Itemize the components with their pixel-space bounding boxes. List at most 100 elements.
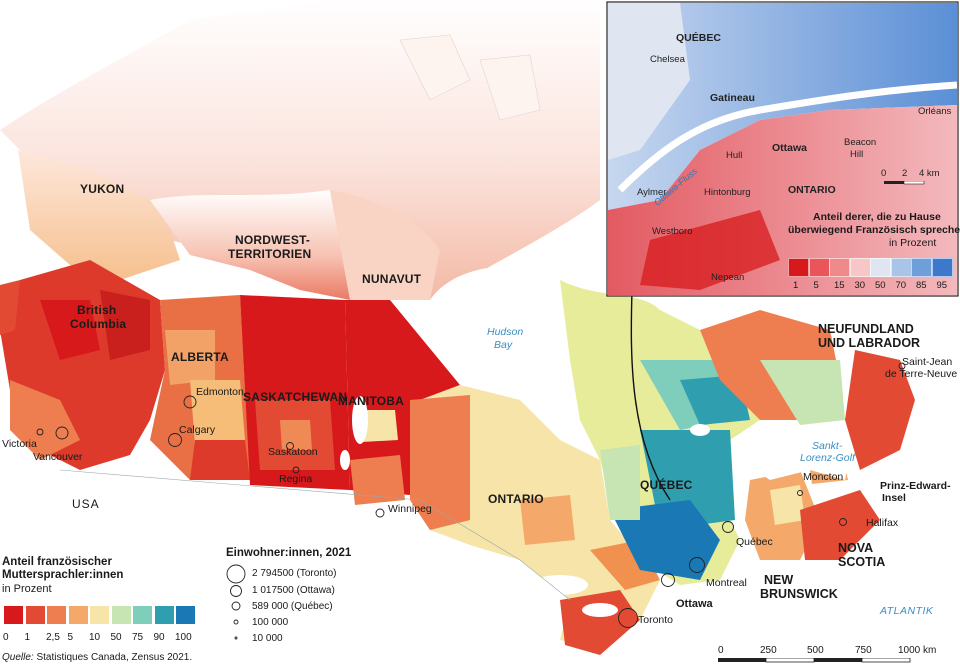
inset-legend-title-2: überwiegend Französisch sprechen <box>788 224 960 236</box>
population-circles <box>226 564 246 640</box>
label-saskatchewan: SASKATCHEWAN <box>243 390 348 404</box>
inset-label-chelsea: Chelsea <box>650 54 685 65</box>
legend-tick: 90 <box>153 632 165 643</box>
legend-subtitle: in Prozent <box>2 583 52 595</box>
city-victoria: Victoria <box>2 438 37 450</box>
inset-legend-swatch <box>829 258 850 277</box>
inset-legend-swatch <box>911 258 932 277</box>
water-gulf-2: Lorenz-Golf <box>800 452 855 464</box>
inset-scale-0: 0 <box>881 168 887 179</box>
population-item-quebec: 589 000 (Québec) <box>252 601 333 612</box>
inset-legend-swatch <box>808 258 830 277</box>
inset-legend-tick: 95 <box>936 280 948 291</box>
label-bc-1: British <box>77 303 117 317</box>
northern-territories <box>0 0 600 300</box>
label-pei-2: Insel <box>882 492 906 504</box>
label-yukon: YUKON <box>80 182 125 196</box>
legend-tick: 2,5 <box>46 632 60 643</box>
inset-legend-swatch <box>849 258 871 277</box>
label-nova-scotia-1: NOVA <box>838 541 874 555</box>
inset-scale-bar <box>884 181 925 185</box>
inset-label-westboro: Westboro <box>652 226 693 237</box>
legend-title-2: Muttersprachler:innen <box>2 569 124 581</box>
label-ontario: ONTARIO <box>488 492 544 506</box>
water-atlantic: ATLANTIK <box>880 605 934 617</box>
scale-bar-line <box>718 658 911 663</box>
city-calgary: Calgary <box>179 424 216 436</box>
legend-swatch <box>111 606 131 624</box>
inset-legend-swatch <box>788 258 809 277</box>
inset-legend-tick: 85 <box>916 280 927 291</box>
legend-tick: 100 <box>175 632 192 643</box>
legend-tick: 0 <box>3 632 9 643</box>
city-moncton: Moncton <box>803 471 844 483</box>
legend-tick: 1 <box>24 632 31 643</box>
city-montreal: Montreal <box>706 577 747 589</box>
label-nwt-1: NORDWEST- <box>235 233 311 247</box>
legend-tick: 5 <box>67 632 74 643</box>
legend-swatch <box>176 606 195 624</box>
city-toronto: Toronto <box>638 614 674 626</box>
legend-swatch <box>90 606 109 624</box>
label-nwt-2: TERRITORIEN <box>228 247 312 261</box>
label-pei-1: Prinz-Edward- <box>880 480 951 492</box>
inset-legend-tick: 15 <box>834 280 845 291</box>
inset-label-hull: Hull <box>726 150 743 161</box>
inset-label-ottawa: Ottawa <box>772 142 808 154</box>
legend-tick: 75 <box>132 632 144 643</box>
label-manitoba: MANITOBA <box>338 394 405 408</box>
region-quebec <box>560 280 760 585</box>
inset-map <box>606 1 959 297</box>
city-quebec: Québec <box>736 536 773 548</box>
label-bc-2: Columbia <box>70 317 127 331</box>
inset-arrow <box>630 289 671 501</box>
water-hudson-2: Bay <box>494 339 513 351</box>
city-winnipeg: Winnipeg <box>388 503 432 515</box>
region-manitoba <box>345 300 460 505</box>
city-markers <box>36 362 906 628</box>
inset-legend-swatch <box>931 258 953 277</box>
inset-legend-tick: 5 <box>813 280 819 291</box>
source-text: Statistiques Canada, Zensus 2021. <box>33 652 193 663</box>
inset-legend-subtitle: in Prozent <box>889 237 937 249</box>
inset-label-orleans: Orléans <box>918 106 952 117</box>
legend-swatch <box>68 606 88 624</box>
lakes <box>340 396 710 630</box>
water-gulf-1: Sankt- <box>812 440 843 452</box>
label-alberta: ALBERTA <box>171 350 229 364</box>
inset-legend-swatch <box>870 258 891 277</box>
city-vancouver: Vancouver <box>33 451 83 463</box>
city-edmonton: Edmonton <box>196 386 244 398</box>
inset-label-nepean: Nepean <box>711 272 745 283</box>
legend-swatch <box>25 606 45 624</box>
legend-swatch <box>47 606 66 624</box>
inset-label-aylmer: Aylmer <box>637 187 667 198</box>
inset-label-quebec: QUÉBEC <box>676 32 721 44</box>
scale-tick-500: 500 <box>807 645 824 656</box>
population-legend-title: Einwohner:innen, 2021 <box>226 547 352 559</box>
inset-label-beacon-2: Hill <box>850 149 864 160</box>
region-newfoundland-labrador <box>700 310 915 470</box>
region-saskatchewan <box>240 295 350 490</box>
source-note: Quelle: Statistiques Canada, Zensus 2021… <box>2 652 192 663</box>
source-prefix: Quelle: <box>2 652 34 663</box>
scale-tick-750: 750 <box>855 645 872 656</box>
inset-label-gatineau: Gatineau <box>710 92 755 104</box>
population-item-10k: 10 000 <box>252 633 283 644</box>
population-item-100k: 100 000 <box>252 617 289 628</box>
label-nova-scotia-2: SCOTIA <box>838 555 886 569</box>
inset-label-beacon-1: Beacon <box>844 137 877 148</box>
label-new-brunswick-1: NEW <box>764 573 794 587</box>
scale-tick-250: 250 <box>760 645 777 656</box>
scale-tick-1000: 1000 km <box>898 645 937 656</box>
legend-title-1: Anteil französischer <box>2 556 112 568</box>
inset-legend-tick: 1 <box>793 280 799 291</box>
inset-legend-tick: 50 <box>875 280 886 291</box>
city-saint-jean-1: Saint-Jean <box>902 356 953 368</box>
label-nunavut: NUNAVUT <box>362 272 422 286</box>
label-new-brunswick-2: BRUNSWICK <box>760 587 838 601</box>
label-quebec: QUÉBEC <box>640 478 693 492</box>
water-hudson-1: Hudson <box>487 326 524 338</box>
legend-swatch <box>4 606 23 624</box>
